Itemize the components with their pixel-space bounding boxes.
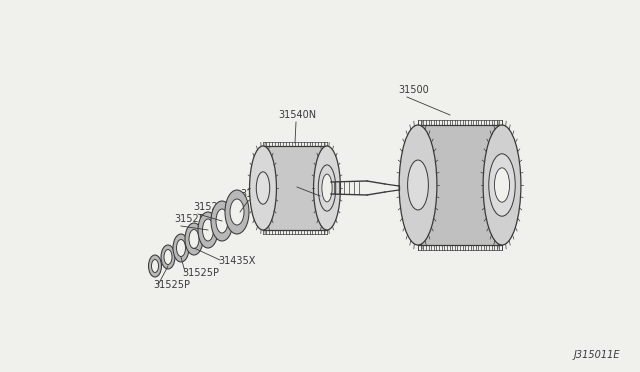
Text: 31500: 31500 — [398, 85, 429, 95]
Text: 31435X: 31435X — [218, 256, 255, 266]
Ellipse shape — [483, 125, 521, 245]
Bar — [263, 146, 327, 230]
Ellipse shape — [250, 146, 276, 230]
Ellipse shape — [152, 260, 159, 273]
Text: 31525P: 31525P — [153, 280, 190, 290]
Ellipse shape — [495, 168, 509, 202]
Ellipse shape — [256, 172, 269, 204]
Ellipse shape — [177, 240, 186, 257]
Ellipse shape — [216, 209, 228, 233]
Ellipse shape — [322, 174, 332, 202]
Ellipse shape — [314, 146, 340, 230]
Ellipse shape — [211, 201, 233, 241]
Ellipse shape — [318, 165, 336, 211]
Ellipse shape — [399, 125, 437, 245]
Text: 31525P: 31525P — [174, 214, 211, 224]
Text: 31555: 31555 — [285, 175, 316, 185]
Ellipse shape — [489, 154, 515, 216]
Text: 31540N: 31540N — [278, 110, 316, 120]
Ellipse shape — [189, 230, 199, 248]
Ellipse shape — [148, 255, 161, 277]
Ellipse shape — [173, 234, 189, 262]
Text: 31525P: 31525P — [193, 202, 230, 212]
Ellipse shape — [202, 219, 214, 241]
Ellipse shape — [408, 160, 428, 210]
Bar — [418, 125, 502, 245]
Text: 31407N: 31407N — [240, 189, 278, 199]
Ellipse shape — [230, 199, 244, 225]
Ellipse shape — [225, 190, 249, 234]
Text: 31525P: 31525P — [182, 268, 219, 278]
Ellipse shape — [161, 245, 175, 269]
Ellipse shape — [185, 223, 203, 255]
Text: J315011E: J315011E — [573, 350, 620, 360]
Ellipse shape — [164, 250, 172, 264]
Ellipse shape — [198, 212, 218, 248]
